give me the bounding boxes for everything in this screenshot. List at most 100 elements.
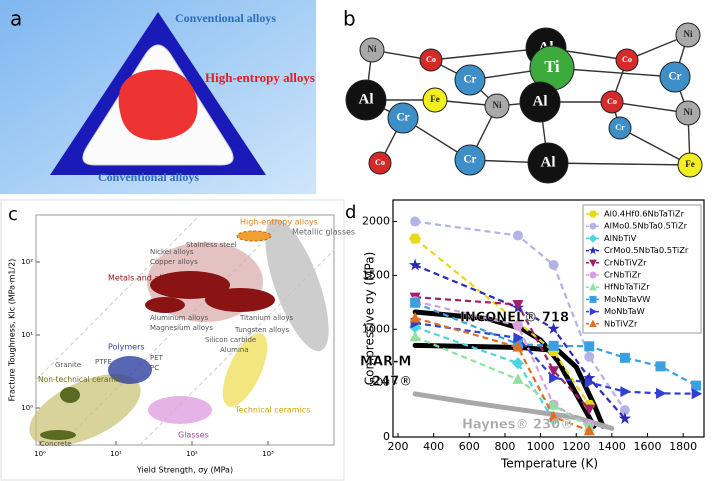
small-label: Silicon carbide xyxy=(205,336,256,344)
x-tick-label: 400 xyxy=(423,440,444,453)
atom-label: Co xyxy=(426,55,436,64)
x-tick-label: 10³ xyxy=(262,450,274,458)
atom xyxy=(675,22,701,48)
legend-marker xyxy=(589,222,597,230)
marker xyxy=(513,332,524,344)
x-axis-label: Yield Strength, σy (MPa) xyxy=(136,466,233,475)
atom-label: Cr xyxy=(396,112,409,124)
small-label: Copper alloys xyxy=(150,258,198,266)
y-axis-label: Fracture Toughness, KIc (MPa·m1/2) xyxy=(8,259,17,402)
region-tc xyxy=(222,333,268,407)
atom-label: Cr xyxy=(615,123,625,132)
marker xyxy=(549,372,560,384)
x-tick-label: 10² xyxy=(186,450,198,458)
marker xyxy=(409,311,421,323)
atom xyxy=(419,48,443,72)
atom-label: Al xyxy=(359,91,374,107)
atom-label: Ni xyxy=(684,107,693,117)
atom xyxy=(600,90,624,114)
region-label: High-entropy alloys xyxy=(240,218,318,227)
legend-label: MoNbTaW xyxy=(604,306,645,316)
marker xyxy=(691,380,702,391)
x-axis-label: Temperature (K) xyxy=(500,457,598,471)
x-tick-label: 800 xyxy=(494,440,515,453)
y-tick-label: 0 xyxy=(383,430,390,443)
legend-marker xyxy=(588,210,598,218)
x-tick-label: 10¹ xyxy=(110,450,122,458)
region-label: Non-technical ceramics xyxy=(38,375,126,384)
panel-d: d 200 400 600 800 1000 1200 1400 1600 1800 0 500 10… xyxy=(345,199,715,480)
panel-b: b NiCoAlCoNiCrTiCrAlFeNiAlCoNiCrCrCoCrAl… xyxy=(343,7,703,184)
small-label: PC xyxy=(150,364,159,372)
legend-label: AlNbTiV xyxy=(604,233,637,243)
small-label: Aluminum alloys xyxy=(150,314,208,322)
line-label: Haynes® 230® xyxy=(462,418,573,433)
small-label: Nickel alloys xyxy=(150,248,194,256)
bond xyxy=(619,127,691,166)
line-label: 247® xyxy=(372,375,412,390)
x-tick-label: 1400 xyxy=(598,440,626,453)
label: Conventional alloys xyxy=(98,170,199,184)
atom-label: Ti xyxy=(544,57,560,76)
small-label: Stainless steel xyxy=(186,241,237,249)
y-tick-label: 10⁰ xyxy=(21,404,33,412)
marker xyxy=(584,341,595,352)
region-polymers xyxy=(108,356,152,384)
region-label: Glasses xyxy=(178,431,209,440)
marker xyxy=(547,322,560,334)
legend-label: CrNbTiVZr xyxy=(604,257,647,267)
y-tick-label: 2000 xyxy=(362,215,390,228)
marker xyxy=(548,340,559,351)
marker xyxy=(584,376,596,388)
x-tick-label: 1000 xyxy=(527,440,555,453)
region-hea xyxy=(236,230,272,242)
atom xyxy=(519,81,561,123)
legend-label: AlMo0.5NbTa0.5TiZr xyxy=(604,221,688,231)
marker xyxy=(410,216,421,227)
line-label: MAR-M xyxy=(360,355,411,370)
region-glasses xyxy=(148,396,212,424)
atom-label: Ni xyxy=(493,100,502,110)
atom xyxy=(675,100,701,126)
bond xyxy=(611,101,689,114)
region-label: Metals and alloys xyxy=(108,274,178,283)
marker xyxy=(548,259,559,270)
atom-label: Ni xyxy=(684,29,693,39)
series-line xyxy=(414,326,555,421)
atom-label: Al xyxy=(533,93,548,109)
atom xyxy=(368,151,392,175)
atom xyxy=(527,142,569,184)
series-line xyxy=(415,296,591,410)
label: Conventional alloys xyxy=(175,11,276,25)
marker xyxy=(409,330,421,342)
small-label: Magnesium alloys xyxy=(150,324,213,332)
panel-letter: a xyxy=(10,7,22,31)
region-label: Technical ceramics xyxy=(234,406,310,415)
atom-label: Cr xyxy=(463,154,476,166)
marker xyxy=(512,373,524,384)
atom xyxy=(484,93,510,119)
atom-label: Al xyxy=(541,154,556,170)
marker xyxy=(584,351,595,362)
atom-label: Cr xyxy=(463,74,476,86)
marker xyxy=(583,371,596,384)
x-tick-label: 10⁰ xyxy=(34,450,46,458)
y-tick-label: 1000 xyxy=(362,322,390,335)
legend-marker xyxy=(589,283,597,291)
series-line xyxy=(414,237,591,406)
marker xyxy=(548,410,560,422)
atom xyxy=(615,48,639,72)
marker xyxy=(410,297,421,308)
legend-marker xyxy=(589,307,598,316)
atom xyxy=(345,79,387,121)
y-tick-label: 500 xyxy=(369,376,390,389)
panel-letter: d xyxy=(345,202,356,223)
atom xyxy=(359,37,385,63)
atom-label: Fe xyxy=(430,94,440,104)
region-alloys xyxy=(205,288,275,312)
y-axis-label: Compressive σy (MPa) xyxy=(363,252,377,386)
marker xyxy=(656,387,667,399)
marker xyxy=(618,412,632,424)
x-tick-label: 600 xyxy=(459,440,480,453)
